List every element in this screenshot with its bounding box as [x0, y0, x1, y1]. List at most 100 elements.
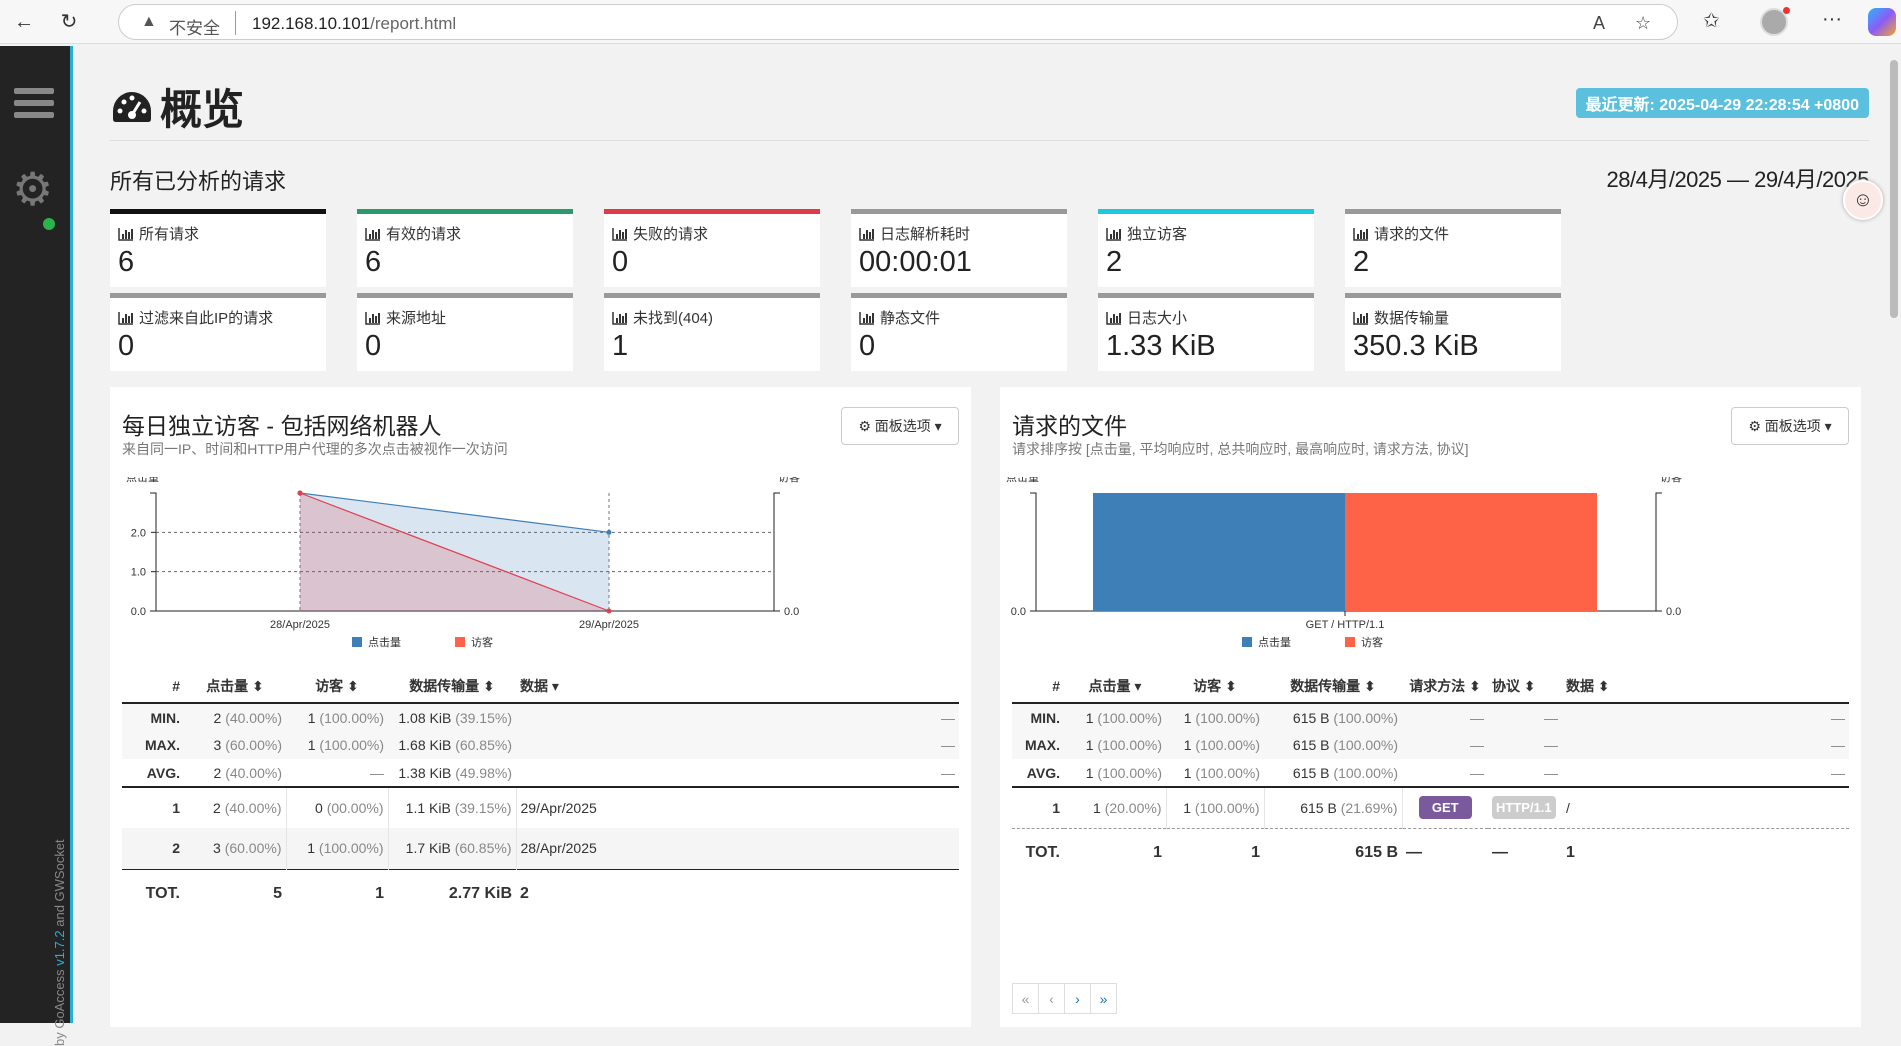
col-hits-label: 点击量 [1088, 677, 1131, 694]
y-axis-left [150, 492, 157, 612]
row-bandwidth-value: 1.1 KiB [405, 800, 451, 816]
row-visitors-value: 0 [315, 800, 323, 816]
card-label-text: 未找到(404) [633, 310, 714, 327]
agg-bandwidth-percent: (49.98%) [455, 764, 512, 781]
url-host: 192.168.10.101 [252, 14, 371, 33]
caret-down-icon: ▾ [1824, 417, 1832, 434]
row-hits-percent: (40.00%) [224, 800, 282, 816]
col-bandwidth[interactable]: 数据传输量 ⬍ [1264, 669, 1402, 703]
data-point[interactable] [297, 490, 303, 496]
sort-down-icon: ▾ [551, 677, 559, 694]
agg-hits-value: 3 [213, 737, 222, 753]
aggregate-row: AVG. 2 (40.00%) —1.38 KiB (49.98%) — [122, 759, 959, 788]
favorites-list-icon[interactable]: ✩ [1703, 10, 1720, 32]
legend-swatch [1242, 637, 1252, 647]
col-bandwidth[interactable]: 数据传输量 ⬍ [388, 669, 516, 703]
copilot-icon[interactable] [1868, 8, 1896, 36]
card-label-text: 数据传输量 [1374, 310, 1450, 327]
url-text: 192.168.10.101/report.html [252, 14, 456, 34]
more-menu-icon[interactable]: ··· [1822, 8, 1842, 30]
card-value: 1 [612, 330, 629, 362]
agg-visitors: 1 (100.00%) [286, 703, 388, 731]
menu-icon[interactable] [14, 88, 54, 124]
row-hits-value: 2 [213, 800, 221, 816]
agg-bandwidth-percent: (60.85%) [455, 737, 512, 753]
agg-visitors-value: 1 [307, 709, 316, 726]
col-hits[interactable]: 点击量 ⬍ [184, 669, 286, 703]
agg-bandwidth-percent: (39.15%) [455, 709, 512, 726]
y-axis-label-right: 访客 [778, 477, 800, 484]
notification-dot [1783, 7, 1790, 14]
page-title: 概览 [110, 76, 244, 137]
row-data[interactable]: / [1566, 799, 1570, 816]
assistant-avatar-icon[interactable]: ☺ [1843, 180, 1883, 220]
card-label: 所有请求 [118, 223, 199, 244]
back-arrow-icon[interactable]: ← [14, 11, 34, 33]
total-row: TOT. 1 1 615 B — — 1 [1012, 828, 1849, 878]
agg-visitors-percent: (100.00%) [1195, 737, 1260, 753]
settings-gear-icon[interactable]: ⚙ [12, 163, 54, 215]
data-point[interactable] [606, 608, 612, 614]
agg-bandwidth-percent: (100.00%) [1333, 764, 1398, 781]
y-tick-label: 2.0 [131, 527, 146, 539]
agg-method: — [1402, 759, 1488, 788]
agg-visitors-percent: (100.00%) [319, 709, 384, 726]
bar-1[interactable] [1345, 493, 1597, 611]
page-scrollbar[interactable] [1887, 46, 1901, 1023]
read-aloud-icon[interactable]: A [1593, 13, 1606, 33]
address-bar[interactable]: ▲ 不安全 192.168.10.101/report.html A ☆ [118, 4, 1678, 40]
col-data[interactable]: 数据 ⬍ [1562, 669, 1849, 703]
col-visitors[interactable]: 访客 ⬍ [286, 669, 388, 703]
agg-hits-percent: (100.00%) [1097, 709, 1162, 726]
row-visitors-value: 1 [307, 840, 316, 857]
agg-label: MIN. [1030, 709, 1060, 726]
bar-0[interactable] [1093, 493, 1345, 611]
first-page-button[interactable]: « [1012, 983, 1039, 1014]
data-point[interactable] [606, 529, 612, 535]
agg-hits: 3 (60.00%) [184, 731, 286, 759]
x-tick-label: 29/Apr/2025 [579, 619, 639, 631]
row-data: 28/Apr/2025 [516, 828, 959, 869]
row-method: GET [1402, 787, 1488, 828]
bar-chart-icon [859, 227, 874, 241]
col-hits[interactable]: 点击量 ▾ [1064, 669, 1166, 703]
url-path: /report.html [370, 14, 457, 33]
legend-label: 访客 [1361, 635, 1383, 649]
panel-options-button[interactable]: ⚙ 面板选项 ▾ [841, 407, 959, 445]
total-hits: 1 [1153, 844, 1162, 862]
summary-card: 静态文件 0 [851, 293, 1067, 371]
col-visitors-label: 访客 [1193, 677, 1222, 694]
last-page-button[interactable]: » [1090, 983, 1117, 1014]
agg-visitors: 1 (100.00%) [1166, 759, 1264, 788]
total-hits: 5 [273, 885, 282, 903]
agg-bandwidth-value: 615 B [1292, 737, 1330, 753]
scroll-thumb[interactable] [1890, 60, 1898, 318]
sort-icon: ⬍ [347, 677, 359, 694]
col-data[interactable]: 数据 ▾ [516, 669, 959, 703]
next-page-button[interactable]: › [1064, 983, 1091, 1014]
aggregate-row: AVG. 1 (100.00%) 1 (100.00%) 615 B (100.00%… [1012, 759, 1849, 788]
col-bandwidth-label: 数据传输量 [1290, 677, 1361, 694]
card-label: 数据传输量 [1353, 307, 1449, 328]
version-link[interactable]: v1.7.2 [52, 930, 67, 966]
agg-hits: 1 (100.00%) [1064, 703, 1166, 731]
summary-card: 独立访客 2 [1098, 209, 1314, 287]
col-visitors[interactable]: 访客 ⬍ [1166, 669, 1264, 703]
panel-options-button[interactable]: ⚙ 面板选项 ▾ [1731, 407, 1849, 445]
prev-page-button[interactable]: ‹ [1038, 983, 1065, 1014]
total-label: TOT. [145, 885, 180, 903]
sort-down-icon: ▾ [1134, 677, 1142, 694]
agg-visitors: 1 (100.00%) [286, 731, 388, 759]
legend-label: 点击量 [368, 636, 401, 649]
col-protocol[interactable]: 协议 ⬍ [1488, 669, 1562, 703]
card-label-text: 过滤来自此IP的请求 [139, 310, 274, 327]
agg-label: MIN. [150, 709, 180, 726]
col-method[interactable]: 请求方法 ⬍ [1402, 669, 1488, 703]
aggregate-row: MIN. 2 (40.00%) 1 (100.00%) 1.08 KiB (39.15… [122, 703, 959, 731]
reload-icon[interactable]: ↻ [60, 11, 78, 33]
favorite-star-icon[interactable]: ☆ [1635, 13, 1652, 33]
